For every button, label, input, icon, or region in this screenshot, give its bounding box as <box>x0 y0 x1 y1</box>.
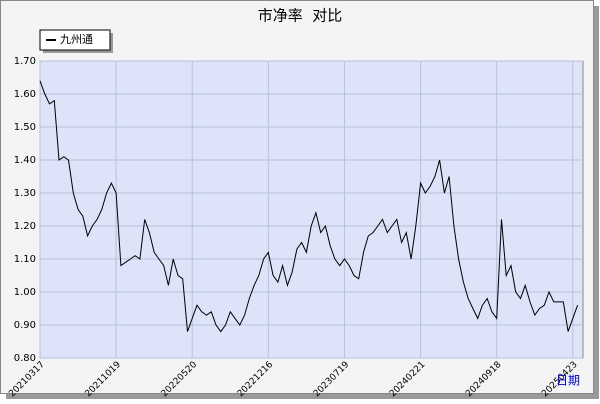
y-tick-label: 1.60 <box>14 89 36 100</box>
y-tick-label: 1.70 <box>14 56 36 67</box>
y-tick-label: 0.80 <box>14 353 36 364</box>
y-tick-label: 1.30 <box>14 188 36 199</box>
y-tick-label: 1.50 <box>14 122 36 133</box>
data-line <box>39 80 579 333</box>
y-tick-label: 1.10 <box>14 254 36 265</box>
y-tick-label: 1.40 <box>14 155 36 166</box>
plot-area <box>39 60 584 359</box>
frame-shadow <box>6 394 599 399</box>
chart-title: 市净率 对比 <box>258 7 343 25</box>
y-tick-label: 1.20 <box>14 221 36 232</box>
x-axis-label: 日期 <box>556 374 580 388</box>
plot <box>39 80 579 333</box>
legend <box>39 29 111 51</box>
frame-shadow <box>594 6 599 399</box>
y-tick-label: 0.90 <box>14 320 36 331</box>
legend-label: 九州通 <box>60 33 93 46</box>
y-tick-label: 1.00 <box>14 287 36 298</box>
